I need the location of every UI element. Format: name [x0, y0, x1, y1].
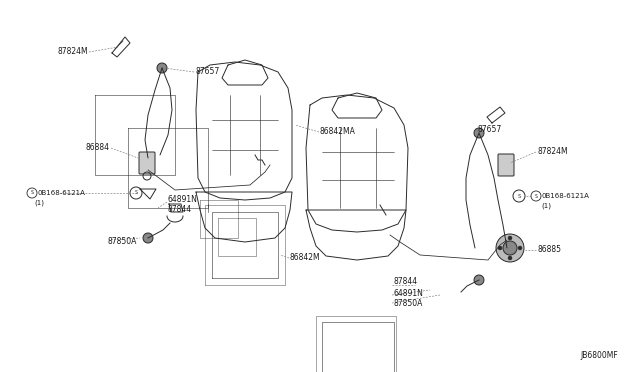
Text: 87824M: 87824M — [58, 48, 88, 57]
Text: 86842M: 86842M — [290, 253, 321, 263]
Circle shape — [496, 234, 524, 262]
Text: 87824M: 87824M — [537, 148, 568, 157]
Text: 87657: 87657 — [478, 125, 502, 135]
Text: (1): (1) — [541, 203, 551, 209]
Circle shape — [474, 128, 484, 138]
Circle shape — [508, 256, 512, 260]
Text: 87850A: 87850A — [108, 237, 138, 247]
Circle shape — [518, 246, 522, 250]
Text: 86884: 86884 — [86, 144, 110, 153]
FancyBboxPatch shape — [139, 152, 155, 174]
Circle shape — [503, 241, 517, 255]
Text: 86885: 86885 — [537, 246, 561, 254]
Text: 64891N: 64891N — [168, 196, 198, 205]
Text: S: S — [134, 190, 138, 196]
Text: S: S — [31, 190, 33, 196]
Circle shape — [157, 63, 167, 73]
Text: 0B168-6121A: 0B168-6121A — [542, 193, 590, 199]
Text: 86842MA: 86842MA — [320, 128, 356, 137]
Text: S: S — [517, 193, 520, 199]
Text: 87844: 87844 — [168, 205, 192, 215]
Text: 87657: 87657 — [195, 67, 220, 77]
Text: 64891N: 64891N — [393, 289, 423, 298]
Text: (1): (1) — [34, 200, 44, 206]
Circle shape — [508, 236, 512, 240]
Circle shape — [143, 233, 153, 243]
Text: S: S — [534, 193, 538, 199]
Circle shape — [498, 246, 502, 250]
Text: 0B168-6121A: 0B168-6121A — [38, 190, 86, 196]
Text: 87844: 87844 — [393, 278, 417, 286]
Text: 87850A: 87850A — [393, 298, 422, 308]
FancyBboxPatch shape — [498, 154, 514, 176]
Circle shape — [474, 275, 484, 285]
Text: JB6800MF: JB6800MF — [580, 352, 618, 360]
